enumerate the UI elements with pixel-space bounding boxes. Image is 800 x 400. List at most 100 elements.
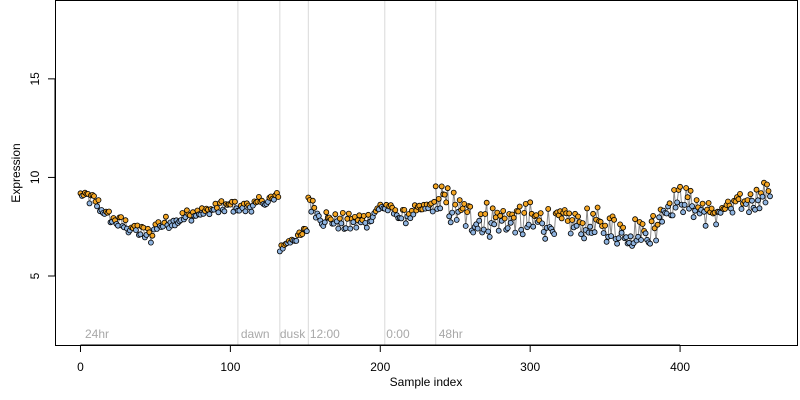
x-axis: 0 100 200 300 400 (77, 344, 690, 374)
data-point (435, 195, 442, 202)
data-point (545, 205, 552, 212)
data-point (747, 191, 754, 198)
data-point (402, 220, 409, 227)
data-point (86, 200, 93, 207)
data-point (347, 225, 354, 232)
data-point (188, 217, 195, 224)
y-tick-label: 10 (28, 170, 42, 184)
data-point (672, 204, 679, 211)
data-point (293, 237, 300, 244)
data-point (179, 210, 186, 216)
data-point (456, 197, 463, 204)
data-point (515, 208, 522, 215)
data-point (581, 235, 587, 242)
data-point (591, 229, 598, 236)
data-point (392, 207, 399, 214)
region-labels: 24hr dawn dusk 12:00 0:00 48hr (85, 327, 463, 341)
data-point (242, 208, 249, 215)
data-point (275, 194, 282, 200)
data-point (303, 228, 310, 235)
data-point (639, 221, 646, 227)
data-point (753, 186, 760, 193)
data-point (470, 229, 477, 236)
data-point (401, 206, 408, 213)
data-point (449, 209, 456, 216)
data-point (756, 205, 763, 212)
data-point (600, 230, 607, 237)
data-point (567, 230, 574, 237)
data-point (521, 209, 528, 216)
data-point (705, 200, 712, 206)
data-point (650, 212, 656, 219)
data-point (767, 193, 773, 200)
data-point (590, 210, 596, 217)
data-point (579, 220, 586, 227)
data-point (461, 200, 468, 207)
data-point (755, 197, 761, 204)
data-point (149, 232, 156, 239)
data-point (620, 224, 626, 231)
data-point (464, 209, 471, 216)
x-tick-label: 400 (670, 360, 690, 374)
data-point (437, 205, 444, 212)
region-label: 0:00 (386, 327, 410, 341)
data-point (749, 197, 755, 204)
data-point (602, 222, 608, 229)
data-point (690, 214, 697, 221)
data-point (659, 218, 665, 225)
data-point (738, 206, 745, 212)
data-point (446, 213, 453, 220)
x-tick-label: 300 (520, 360, 540, 374)
data-point (299, 231, 306, 238)
data-point (666, 200, 673, 207)
data-point (118, 214, 124, 221)
data-point (693, 197, 700, 204)
data-point (683, 185, 689, 191)
data-point (485, 228, 492, 235)
data-point (447, 219, 454, 226)
data-point (647, 240, 653, 247)
data-point (353, 224, 360, 231)
data-point (615, 235, 622, 242)
data-point (530, 223, 537, 230)
data-point (495, 227, 502, 234)
data-point (467, 203, 474, 210)
data-points (77, 179, 773, 255)
data-point (762, 199, 769, 206)
data-point (746, 209, 752, 216)
data-point (321, 219, 328, 226)
data-point (95, 197, 102, 204)
data-point (759, 193, 766, 200)
data-point (627, 233, 634, 240)
region-label: dusk (280, 327, 306, 341)
data-point (735, 196, 742, 203)
data-point (669, 212, 676, 219)
data-point (221, 208, 228, 215)
data-point (137, 231, 144, 238)
data-point (462, 223, 469, 229)
data-point (429, 208, 436, 215)
data-point (218, 198, 225, 205)
data-point (653, 237, 659, 244)
data-point (497, 212, 504, 219)
plot-frame (55, 0, 798, 346)
data-point (594, 204, 601, 211)
data-point (147, 239, 154, 246)
data-point (483, 199, 490, 206)
data-point (444, 185, 451, 192)
data-point (94, 203, 100, 210)
data-point (587, 223, 593, 230)
data-point (431, 198, 438, 205)
data-point (474, 225, 481, 232)
data-point (332, 211, 339, 218)
data-point (500, 207, 507, 214)
data-point (489, 205, 496, 212)
data-point (573, 222, 580, 229)
data-point (482, 211, 489, 217)
data-point (648, 218, 655, 225)
data-point (510, 214, 517, 221)
data-point (642, 230, 649, 237)
data-point (453, 216, 460, 223)
data-point (410, 211, 417, 218)
data-point (608, 233, 614, 240)
